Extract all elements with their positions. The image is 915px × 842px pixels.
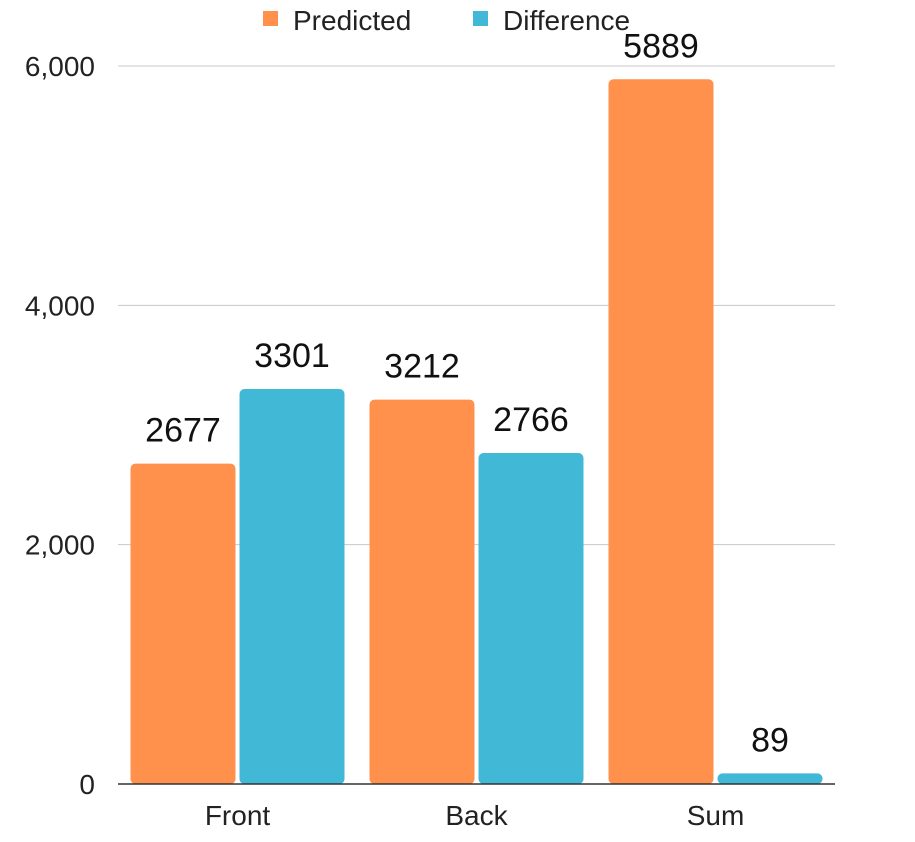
data-label: 2766: [493, 401, 569, 439]
legend-label-difference: Difference: [503, 5, 630, 36]
y-tick-label: 6,000: [25, 51, 95, 82]
bar-predicted-front: [130, 463, 236, 784]
data-label: 5889: [623, 27, 699, 65]
x-axis-categories: Front Back Sum: [205, 800, 744, 831]
data-labels: 2677 3301 3212 2766 5889 89: [145, 27, 789, 759]
gridlines: [118, 65, 835, 546]
data-label: 89: [751, 721, 789, 759]
bar-difference-sum: [717, 773, 823, 784]
bar-difference-front: [239, 388, 345, 784]
legend-label-predicted: Predicted: [293, 5, 411, 36]
x-category-label: Back: [445, 800, 508, 831]
y-axis-ticks: 0 2,000 4,000 6,000: [25, 51, 95, 800]
y-tick-label: 4,000: [25, 290, 95, 321]
bar-difference-back: [478, 453, 584, 784]
bars: [130, 79, 823, 784]
data-label: 3212: [384, 348, 460, 386]
x-category-label: Front: [205, 800, 271, 831]
y-tick-label: 2,000: [25, 530, 95, 561]
data-label: 3301: [254, 337, 330, 375]
x-category-label: Sum: [687, 800, 745, 831]
legend-swatch-predicted: [263, 11, 278, 26]
legend-swatch-difference: [473, 11, 488, 26]
legend: Predicted Difference: [263, 5, 630, 36]
data-label: 2677: [145, 412, 221, 450]
y-tick-label: 0: [79, 769, 95, 800]
bar-predicted-sum: [608, 79, 714, 784]
bar-predicted-back: [369, 399, 475, 784]
